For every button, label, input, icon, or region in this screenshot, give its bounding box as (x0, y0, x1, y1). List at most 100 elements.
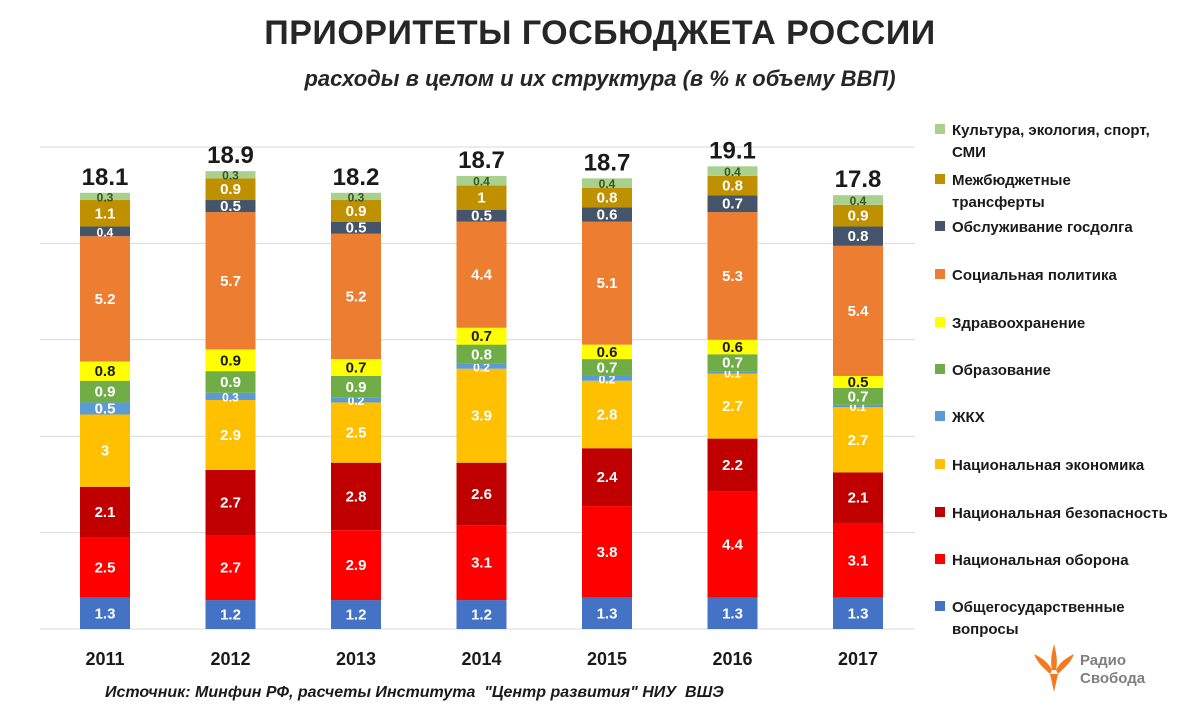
bar-data-label: 0.9 (346, 203, 367, 220)
bar-data-label: 2.7 (848, 432, 869, 449)
bar-segment (582, 187, 632, 208)
bar-data-label: 0.6 (597, 344, 618, 361)
bar-segment (456, 327, 507, 345)
bar-total-label: 19.1 (709, 137, 756, 164)
bar-data-label: 0.7 (722, 196, 743, 213)
bar-data-label: 0.4 (97, 225, 114, 239)
bar-segment (205, 600, 256, 629)
bar-segment (205, 212, 256, 350)
bar-data-label: 0.8 (722, 178, 743, 195)
legend-swatch (935, 601, 945, 611)
bar-segment (833, 245, 883, 376)
source-note: Источник: Минфин РФ, расчеты Института "… (105, 684, 724, 701)
bar-segment (582, 448, 632, 507)
bar-data-label: 1.3 (95, 605, 116, 622)
legend-label-line: СМИ (952, 144, 986, 161)
bar-segment (456, 344, 507, 364)
bar-data-label: 0.7 (848, 388, 869, 405)
bar-data-label: 0.9 (220, 181, 241, 198)
legend-swatch (935, 364, 945, 374)
bar-data-label: 0.4 (473, 175, 490, 189)
bar-data-label: 1 (477, 190, 485, 207)
legend-label-line: Национальная безопасность (952, 505, 1168, 522)
bar-data-label: 5.4 (848, 303, 870, 320)
bar-data-label: 5.2 (346, 288, 367, 305)
bar-data-label: 0.5 (95, 400, 116, 417)
legend-label-line: ЖКХ (952, 409, 985, 426)
legend-swatch (935, 507, 945, 517)
bar-segment (80, 236, 130, 362)
bar-data-label: 2.5 (95, 560, 116, 577)
legend-swatch (935, 124, 945, 134)
legend-label-line: Общегосударственные (952, 599, 1125, 616)
bar-data-label: 2.4 (597, 469, 619, 486)
bar-data-label: 0.9 (220, 374, 241, 391)
bar-data-label: 0.8 (471, 346, 492, 363)
bar-segment (456, 462, 507, 526)
bar-data-label: 2.9 (220, 427, 241, 444)
legend-label: ЖКХ (952, 407, 1192, 429)
bar-segment (707, 195, 758, 213)
legend-label: Социальная политика (952, 265, 1192, 287)
bar-segment (707, 597, 758, 629)
bar-segment (456, 363, 507, 369)
bar-data-label: 3.9 (471, 408, 492, 425)
bar-data-label: 5.7 (220, 273, 241, 290)
bar-data-label: 0.5 (220, 198, 241, 215)
legend-label: Общегосударственные вопросы (952, 597, 1192, 641)
bar-data-label: 0.9 (848, 208, 869, 225)
legend-swatch (935, 459, 945, 469)
bar-segment (80, 226, 130, 237)
bar-segment (707, 339, 758, 355)
x-tick-label: 2014 (461, 649, 501, 669)
bar-data-label: 2.7 (722, 398, 743, 415)
bar-segment (582, 178, 632, 188)
bar-data-label: 3 (101, 443, 109, 460)
bar-segment (331, 402, 381, 463)
bar-segment (80, 192, 130, 201)
bar-segment (707, 438, 758, 492)
bar-data-label: 4.4 (471, 267, 493, 284)
bar-total-label: 18.7 (458, 147, 505, 174)
bar-segment (205, 200, 256, 213)
legend-label-line: Межбюджетные (952, 172, 1071, 189)
bar-data-label: 5.2 (95, 291, 116, 308)
bar-segment (205, 178, 256, 201)
bar-segment (833, 407, 883, 473)
bar-data-label: 1.3 (848, 605, 869, 622)
bar-segment (205, 535, 256, 601)
bar-segment (331, 200, 381, 222)
bar-segment (582, 359, 632, 376)
legend-label-line: вопросы (952, 621, 1019, 638)
bar-data-label: 2.1 (95, 504, 116, 521)
bar-data-label: 1.3 (722, 605, 743, 622)
bar-data-label: 3.8 (597, 544, 618, 561)
bar-segment (331, 192, 381, 201)
bar-segment (582, 207, 632, 222)
legend-label-line: Социальная политика (952, 267, 1117, 284)
bar-data-label: 0.5 (848, 374, 869, 391)
bar-segment (833, 522, 883, 598)
bar-segment (331, 221, 381, 234)
bar-segment (331, 375, 381, 398)
bar-segment (205, 349, 256, 372)
bar-data-label: 1.2 (471, 607, 492, 624)
bar-data-label: 0.8 (597, 190, 618, 207)
bar-segment (456, 600, 507, 629)
bar-data-label: 0.3 (97, 190, 114, 204)
bar-data-label: 0.6 (597, 206, 618, 223)
bar-segment (582, 506, 632, 598)
legend-label: Межбюджетные трансферты (952, 170, 1192, 214)
bar-data-label: 0.4 (724, 165, 741, 179)
legend-label: Образование (952, 360, 1192, 382)
radio-svoboda-logo-icon (1034, 644, 1074, 692)
bar-segment (331, 359, 381, 376)
legend-label-line: трансферты (952, 194, 1045, 211)
bar-data-label: 0.7 (471, 328, 492, 345)
bar-segment (456, 368, 507, 463)
bar-data-label: 0.3 (222, 169, 239, 183)
radio-svoboda-logo: Радио Свобода (1030, 640, 1190, 700)
legend-swatch (935, 174, 945, 184)
legend-label: Культура, экология, спорт, СМИ (952, 120, 1192, 164)
bar-segment (833, 375, 883, 388)
